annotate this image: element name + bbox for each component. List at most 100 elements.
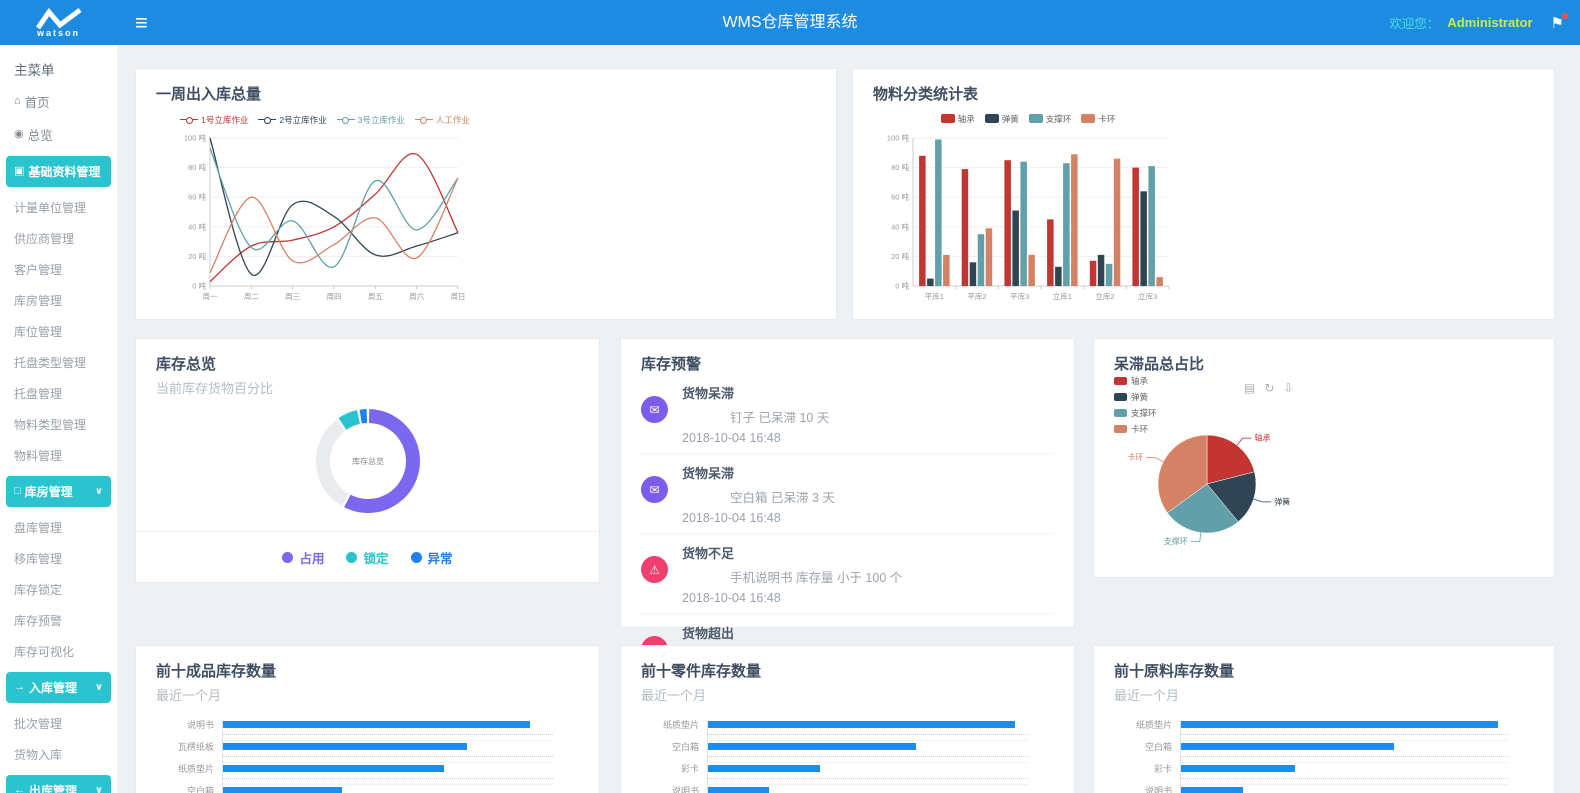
- username[interactable]: Administrator: [1447, 15, 1533, 30]
- hbar-label: 说明书: [671, 786, 699, 793]
- sidebar-item-label: 供应商管理: [14, 232, 75, 246]
- legend-item[interactable]: 弹簧: [1114, 391, 1157, 403]
- svg-text:平库2: 平库2: [967, 291, 986, 301]
- legend-item[interactable]: 占用: [282, 548, 324, 567]
- legend-label: 支撑环: [1045, 113, 1072, 124]
- legend-item[interactable]: 1号立库作业: [180, 114, 248, 126]
- sidebar-item-stock-lock[interactable]: 库存锁定: [0, 574, 117, 605]
- hbar-track: [222, 786, 553, 793]
- hbar-bar[interactable]: [223, 765, 445, 772]
- svg-text:平库1: 平库1: [925, 291, 944, 301]
- card-title: 库存总览: [156, 356, 217, 373]
- notification-dot: [1562, 12, 1568, 19]
- sidebar-item-stock-alert[interactable]: 库存预警: [0, 605, 117, 636]
- svg-text:立库3: 立库3: [1138, 291, 1157, 301]
- alert-body: 货物呆滞 钉子 已呆滞 10 天 2018-10-04 16:48: [682, 383, 1054, 445]
- hbar-bar[interactable]: [223, 743, 468, 750]
- hbar-bar[interactable]: [1181, 721, 1499, 728]
- sidebar-item-warehouse-mgmt[interactable]: 库房管理: [0, 285, 117, 316]
- card-subtitle: 最近一个月: [1114, 688, 1180, 703]
- legend-item[interactable]: 支撑环: [1028, 113, 1072, 125]
- brand-logo[interactable]: watson: [0, 0, 117, 45]
- sidebar-item-stocktake-mgmt[interactable]: 盘库管理: [0, 512, 117, 543]
- hbar-track: [707, 764, 1028, 786]
- hbar-track: [1180, 742, 1508, 764]
- card-top-finished: 前十成品库存数量 最近一个月 说明书 瓦楞纸板 纸质垫片 空白箱: [135, 645, 600, 793]
- hbar-label: 彩卡: [680, 764, 699, 774]
- legend-item[interactable]: 轴承: [1114, 375, 1157, 387]
- card-title: 物料分类统计表: [873, 86, 979, 103]
- sidebar-item-label: 移库管理: [14, 552, 63, 566]
- legend-item[interactable]: 卡环: [1081, 113, 1115, 125]
- hbar-label: 空白箱: [1144, 742, 1172, 752]
- hbar-track: [1180, 720, 1508, 742]
- outbound-icon: ←: [14, 784, 25, 793]
- sidebar-item-unit-mgmt[interactable]: 计量单位管理: [0, 192, 117, 223]
- legend-item[interactable]: 人工作业: [414, 114, 470, 126]
- legend-label: 1号立库作业: [201, 114, 249, 125]
- hbar-label: 纸质垫片: [662, 720, 699, 730]
- svg-text:0 吨: 0 吨: [192, 281, 206, 291]
- sidebar-item-pallet-mgmt[interactable]: 托盘管理: [0, 378, 117, 409]
- download-icon[interactable]: ⇩: [1283, 381, 1294, 395]
- legend-item[interactable]: 弹簧: [984, 113, 1019, 125]
- sidebar-item-outbound-group[interactable]: ← 出库管理 ∨: [6, 775, 111, 793]
- sidebar-item-base-data[interactable]: ▣ 基础资料管理: [6, 156, 111, 187]
- legend-item[interactable]: 卡环: [1114, 423, 1157, 435]
- hbar-bar[interactable]: [708, 765, 820, 772]
- sidebar-item-goods-inbound[interactable]: 货物入库: [0, 739, 117, 770]
- sidebar-item-material-type-mgmt[interactable]: 物料类型管理: [0, 409, 117, 440]
- legend-item[interactable]: 锁定: [346, 548, 389, 567]
- sidebar-item-inbound-group[interactable]: → 入库管理 ∨: [6, 672, 111, 703]
- legend-marker: [258, 116, 277, 124]
- hbar-gridline: [708, 734, 1028, 735]
- sidebar-item-storeroom-group[interactable]: □ 库房管理 ∨: [6, 476, 111, 507]
- hbar-bar[interactable]: [223, 787, 342, 793]
- svg-text:周三: 周三: [285, 292, 300, 301]
- svg-text:20 吨: 20 吨: [891, 251, 909, 261]
- sidebar-item-home[interactable]: ⌂ 首页: [0, 85, 117, 118]
- brand-name: watson: [36, 27, 80, 38]
- svg-text:60 吨: 60 吨: [891, 192, 909, 202]
- alert-title: 货物呆滞: [682, 466, 735, 481]
- hbar-bar[interactable]: [1181, 787, 1244, 793]
- hamburger-icon[interactable]: ≡: [127, 0, 156, 45]
- hbar-row: 空白箱: [156, 786, 579, 793]
- alert-item[interactable]: ⚠ 货物不足 手机说明书 库存量 小于 100 个 2018-10-04 16:48: [641, 534, 1054, 614]
- sidebar-item-label: 客户管理: [14, 263, 63, 277]
- hbar-track: [1180, 786, 1508, 793]
- data-view-icon[interactable]: ▤: [1244, 381, 1256, 395]
- sidebar-item-material-mgmt[interactable]: 物料管理: [0, 440, 117, 471]
- alert-item[interactable]: ✉ 货物呆滞 空白箱 已呆滞 3 天 2018-10-04 16:48: [641, 454, 1054, 534]
- svg-text:周六: 周六: [409, 291, 424, 301]
- sidebar-item-move-mgmt[interactable]: 移库管理: [0, 543, 117, 574]
- sidebar-item-overview[interactable]: ◉ 总览: [0, 118, 117, 151]
- card-stock-overview: 库存总览 当前库存货物百分比 库存总览 占用 锁定 异常: [135, 338, 600, 583]
- legend-item[interactable]: 轴承: [940, 113, 975, 125]
- sidebar-item-stock-visual[interactable]: 库存可视化: [0, 636, 117, 667]
- sidebar-item-pallet-type-mgmt[interactable]: 托盘类型管理: [0, 347, 117, 378]
- hbar-bar[interactable]: [1181, 743, 1394, 750]
- sidebar-item-batch-mgmt[interactable]: 批次管理: [0, 708, 117, 739]
- hbar-bar[interactable]: [708, 721, 1016, 728]
- legend-item[interactable]: 2号立库作业: [258, 114, 327, 126]
- card-subtitle: 当前库存货物百分比: [156, 381, 274, 396]
- hbar-row: 纸质垫片: [641, 720, 1054, 742]
- hbar-row: 纸质垫片: [156, 764, 579, 786]
- sidebar-item-supplier-mgmt[interactable]: 供应商管理: [0, 223, 117, 254]
- alert-title: 货物超出: [682, 626, 735, 641]
- hbar-bar[interactable]: [708, 787, 769, 793]
- legend-item[interactable]: 异常: [410, 548, 453, 567]
- legend-item[interactable]: 3号立库作业: [336, 114, 405, 126]
- legend-item[interactable]: 支撑环: [1114, 407, 1157, 419]
- hbar-bar[interactable]: [1181, 765, 1296, 772]
- hbar-bar[interactable]: [708, 743, 916, 750]
- flag-icon[interactable]: ⚑: [1551, 12, 1568, 32]
- alert-item[interactable]: ✉ 货物呆滞 钉子 已呆滞 10 天 2018-10-04 16:48: [641, 374, 1054, 454]
- hbar-bar[interactable]: [223, 721, 530, 728]
- hbar-gridline: [1181, 734, 1508, 735]
- sidebar-item-location-mgmt[interactable]: 库位管理: [0, 316, 117, 347]
- sidebar-item-customer-mgmt[interactable]: 客户管理: [0, 254, 117, 285]
- refresh-icon[interactable]: ↻: [1264, 381, 1275, 395]
- card-subtitle: 最近一个月: [641, 688, 707, 703]
